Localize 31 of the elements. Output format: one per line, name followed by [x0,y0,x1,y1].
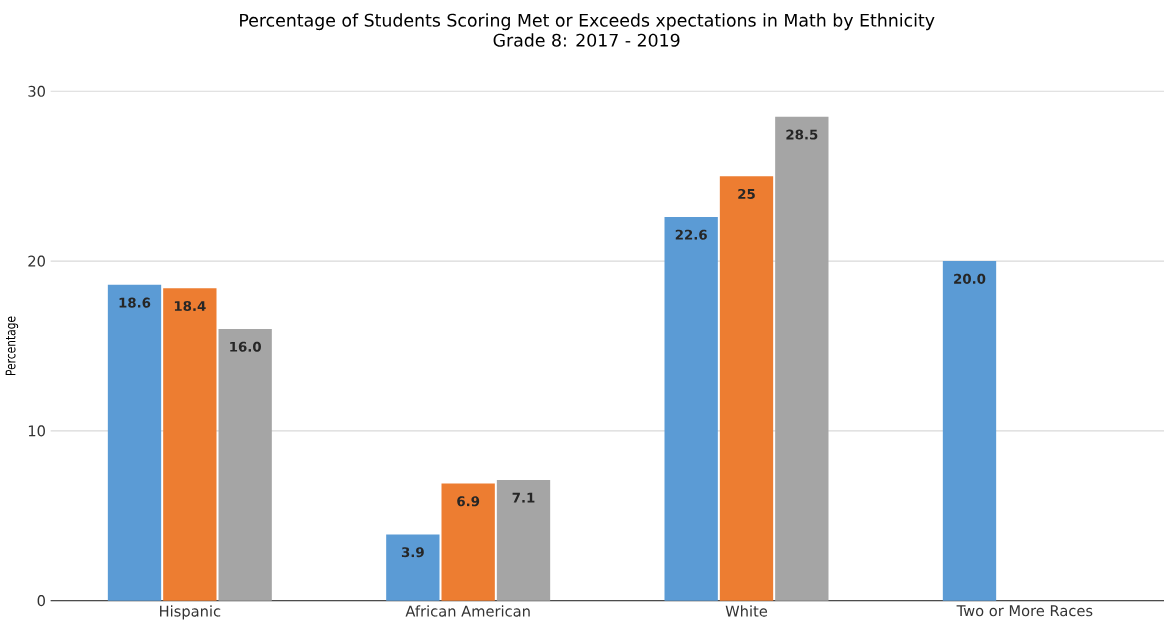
x-tick-label: Hispanic [160,605,221,620]
data-label: 25 [738,188,755,199]
bar [441,483,495,601]
x-tick-label: Two or More Races [956,605,1093,617]
bar [218,329,272,601]
bar [107,284,162,601]
bar [664,216,718,601]
data-label: 20.0 [954,273,986,284]
data-label: 7.1 [512,492,535,503]
y-tick-label: 20 [28,255,45,267]
data-label: 18.6 [119,297,151,308]
x-tick-label: African American [405,605,530,617]
y-axis-title: Percentage [5,316,19,375]
data-label: 3.9 [401,547,424,558]
data-label: 16.0 [230,341,261,352]
chart-title: Percentage of Students Scoring Met or Exceeds xpectations in Math by Ethnicity [240,13,935,31]
bar [386,534,440,601]
y-tick-label: 10 [28,425,45,437]
y-tick-label: 30 [28,85,45,97]
data-label: 6.9 [457,496,480,507]
data-label: 28.5 [786,129,818,140]
bar [775,116,829,601]
y-tick-label: 0 [37,595,45,607]
bar [719,176,774,601]
bar [163,288,217,601]
data-label: 22.6 [675,229,707,240]
x-tick-label: White [725,605,768,617]
bar [496,480,551,601]
bar [942,261,997,601]
data-label: 18.4 [174,300,206,312]
chart-subtitle: Grade 8: 2017 - 2019 [493,33,680,47]
